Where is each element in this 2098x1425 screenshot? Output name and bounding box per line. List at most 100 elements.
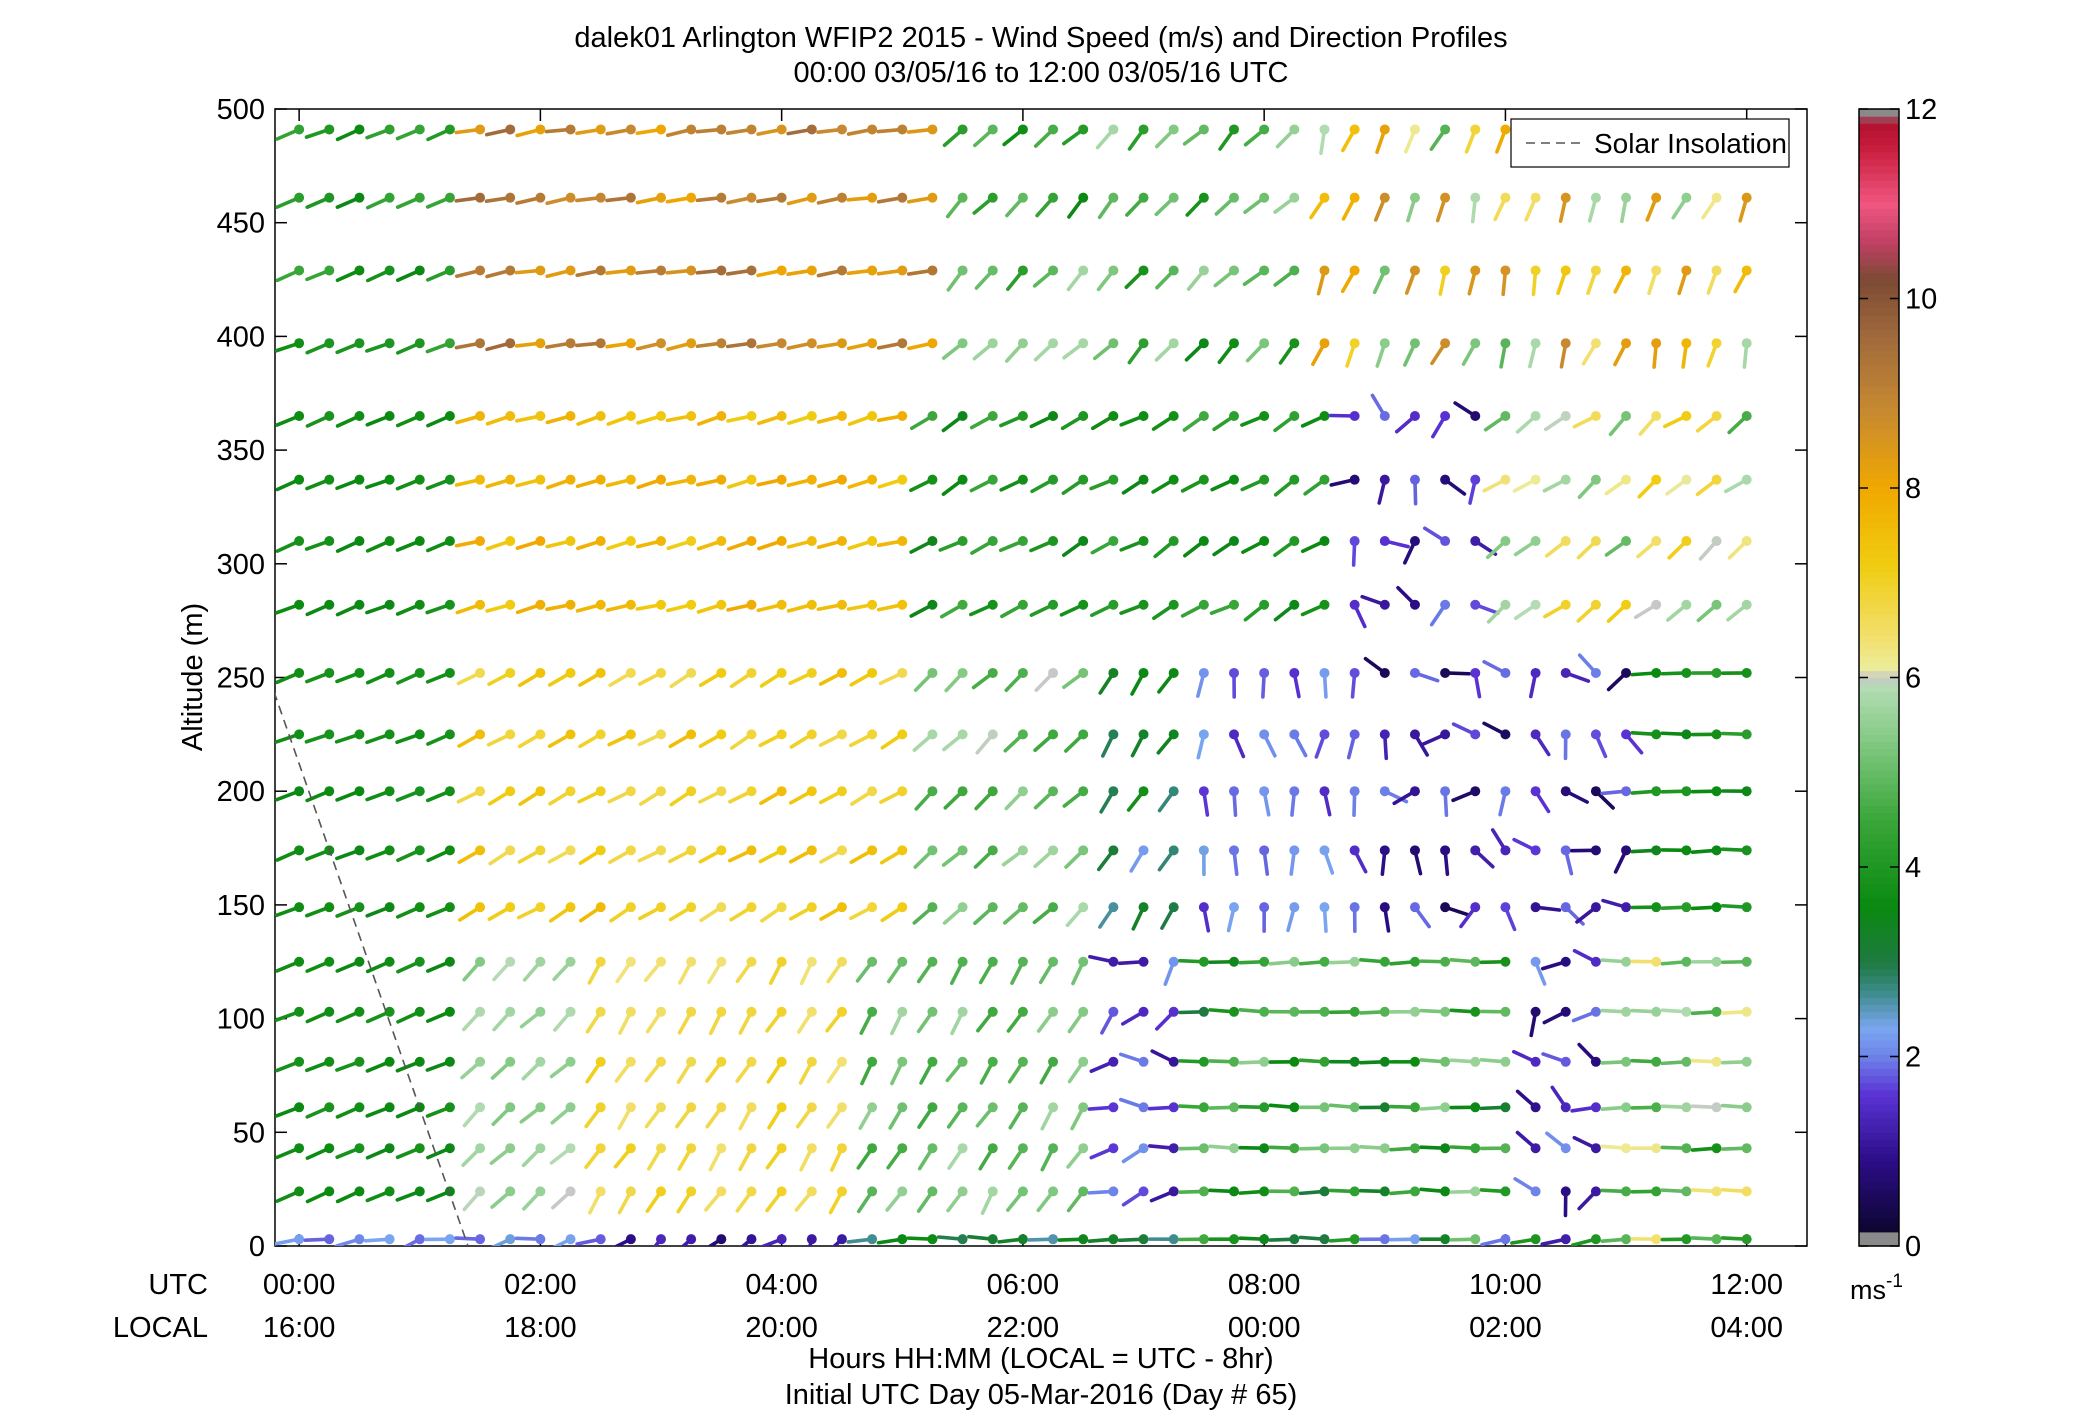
wind-barb-point	[957, 667, 968, 678]
colorbar-cell	[1859, 769, 1899, 778]
wind-barb-point	[1078, 1186, 1089, 1197]
wind-barb-point	[897, 474, 908, 485]
wind-barb-point	[1711, 1006, 1722, 1017]
wind-barb-point	[957, 1186, 968, 1197]
x-axis-local-row-label: LOCAL	[113, 1312, 208, 1344]
wind-barb-point	[324, 1056, 335, 1067]
wind-barb-point	[1078, 956, 1089, 967]
wind-barb-point	[595, 410, 606, 421]
colorbar-cell	[1859, 435, 1899, 444]
wind-barb-point	[1440, 845, 1451, 856]
wind-barb-point	[1741, 956, 1752, 967]
wind-barb-point	[1621, 729, 1632, 740]
wind-barb-point	[1198, 902, 1209, 913]
wind-barb-point	[1259, 902, 1270, 913]
wind-barb-point	[957, 536, 968, 547]
wind-barb-point	[505, 956, 516, 967]
wind-barb-point	[324, 124, 335, 135]
wind-barb-point	[1409, 786, 1420, 797]
wind-barb-point	[625, 1056, 636, 1067]
wind-barb-point	[1168, 192, 1179, 203]
wind-barb-point	[1681, 786, 1692, 797]
wind-barb-point	[625, 474, 636, 485]
colorbar-cell	[1859, 300, 1899, 309]
wind-barb-point	[1500, 845, 1511, 856]
wind-barb-point	[686, 729, 697, 740]
wind-barb-point	[535, 265, 546, 276]
wind-barb-point	[1530, 729, 1541, 740]
wind-barb-point	[686, 536, 697, 547]
wind-barb-point	[1530, 536, 1541, 547]
wind-barb-point	[1440, 338, 1451, 349]
colorbar-cell	[1859, 336, 1899, 345]
wind-barb-point	[746, 667, 757, 678]
wind-barb-point	[1017, 338, 1028, 349]
wind-barb-point	[1711, 410, 1722, 421]
wind-barb-point	[1741, 1102, 1752, 1113]
wind-barb-point	[1138, 1143, 1149, 1154]
wind-barb-point	[836, 1102, 847, 1113]
wind-barb-point	[294, 599, 305, 610]
wind-barb-point	[1470, 124, 1481, 135]
wind-barb-point	[354, 1234, 365, 1245]
colorbar-cell	[1859, 1068, 1899, 1077]
wind-barb-point	[836, 599, 847, 610]
colorbar-cell	[1859, 848, 1899, 856]
wind-barb-point	[716, 599, 727, 610]
wind-barb-point	[1048, 536, 1059, 547]
wind-barb-point	[1198, 1234, 1209, 1245]
wind-barb-point	[776, 729, 787, 740]
wind-barb-point	[1319, 729, 1330, 740]
wind-barb-point	[716, 1102, 727, 1113]
colorbar-cell	[1859, 364, 1899, 373]
wind-barb-point	[1168, 1006, 1179, 1017]
wind-barb-point	[1259, 1234, 1270, 1245]
wind-barb-point	[1198, 786, 1209, 797]
wind-barb-point	[1108, 845, 1119, 856]
wind-barb-point	[686, 1143, 697, 1154]
wind-barb-point	[1078, 845, 1089, 856]
colorbar-cell	[1859, 1054, 1899, 1062]
wind-barb-point	[1711, 667, 1722, 678]
colorbar-cell	[1859, 201, 1899, 210]
wind-barb-point	[1198, 1143, 1209, 1154]
wind-barb-point	[1229, 599, 1240, 610]
colorbar-cell	[1859, 1132, 1899, 1141]
wind-barb-point	[1409, 192, 1420, 203]
wind-barb-point	[625, 1143, 636, 1154]
wind-barb-point	[1078, 1056, 1089, 1067]
wind-barb-point	[1651, 1143, 1662, 1154]
colorbar-cell	[1859, 748, 1899, 757]
colorbar-cell	[1859, 1238, 1899, 1247]
wind-barb-point	[414, 786, 425, 797]
colorbar-cell	[1859, 499, 1899, 508]
wind-barb-point	[1651, 338, 1662, 349]
wind-barb-point	[324, 265, 335, 276]
wind-barb-point	[867, 956, 878, 967]
wind-barb-point	[1470, 902, 1481, 913]
colorbar-cell	[1859, 144, 1899, 153]
colorbar-cell	[1859, 1011, 1899, 1020]
colorbar-cell	[1859, 1210, 1899, 1219]
wind-barb-point	[1017, 845, 1028, 856]
wind-barb-point	[1500, 410, 1511, 421]
colorbar-cell	[1859, 883, 1899, 892]
wind-barb-point	[1078, 1006, 1089, 1017]
wind-barb-point	[1500, 338, 1511, 349]
colorbar-cell	[1859, 968, 1899, 977]
wind-barb-point	[1500, 124, 1511, 135]
wind-barb-point	[384, 192, 395, 203]
colorbar-cell	[1859, 727, 1899, 735]
wind-barb-point	[384, 902, 395, 913]
wind-barb-point	[957, 265, 968, 276]
wind-barb-point	[565, 845, 576, 856]
wind-barb-point	[354, 1006, 365, 1017]
wind-barb-point	[806, 729, 817, 740]
wind-barb-point	[957, 1056, 968, 1067]
wind-barb-point	[1048, 410, 1059, 421]
wind-barb-point	[1017, 786, 1028, 797]
colorbar-cell	[1859, 521, 1899, 529]
wind-barb-point	[1440, 599, 1451, 610]
colorbar-cell	[1859, 1110, 1899, 1119]
wind-barb-point	[505, 536, 516, 547]
